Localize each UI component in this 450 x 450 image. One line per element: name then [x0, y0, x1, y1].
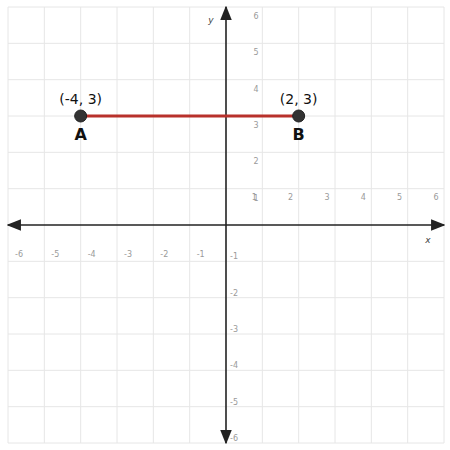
y-axis-label: y — [207, 15, 214, 25]
segment — [81, 115, 299, 118]
x-tick-label: -5 — [51, 250, 59, 259]
axes — [8, 7, 444, 443]
x-tick-label: -1 — [197, 250, 205, 259]
y-tick-label: 3 — [253, 121, 258, 130]
coordinate-label: (-4, 3) — [59, 91, 102, 107]
grid — [8, 7, 444, 443]
chart-container: -6-5-4-3-2-1123456-6-5-4-3-2-1123456xy(-… — [0, 0, 450, 450]
grid-line-y — [8, 116, 444, 117]
y-tick-label: 5 — [253, 48, 258, 57]
x-axis-label: x — [424, 235, 431, 245]
x-tick-label: -6 — [15, 250, 23, 259]
x-tick-label: 6 — [433, 193, 438, 202]
tick-labels: -6-5-4-3-2-1123456-6-5-4-3-2-1123456 — [15, 12, 439, 443]
y-tick-label: 4 — [253, 85, 258, 94]
y-tick-label: -2 — [230, 289, 238, 298]
x-tick-label: -3 — [124, 250, 132, 259]
chart-svg: -6-5-4-3-2-1123456-6-5-4-3-2-1123456xy(-… — [0, 0, 450, 450]
point — [293, 110, 305, 122]
x-tick-label: 4 — [361, 193, 366, 202]
y-tick-label: -6 — [230, 434, 238, 443]
y-tick-label: 2 — [253, 157, 258, 166]
y-tick-label: -5 — [230, 398, 238, 407]
point-labels: (-4, 3) A (2, 3) B — [59, 91, 317, 144]
point-name: A — [74, 125, 87, 144]
y-tick-label: -1 — [230, 252, 238, 261]
y-tick-label: 1 — [253, 194, 258, 203]
y-axis — [225, 7, 227, 443]
coordinate-label: (2, 3) — [280, 91, 318, 107]
x-tick-label: 3 — [324, 193, 329, 202]
y-tick-label: -4 — [230, 361, 238, 370]
plot-area — [75, 110, 305, 122]
x-tick-label: 5 — [397, 193, 402, 202]
x-tick-label: -4 — [88, 250, 96, 259]
point — [75, 110, 87, 122]
x-tick-label: -2 — [160, 250, 168, 259]
y-tick-label: 6 — [253, 12, 258, 21]
point-name: B — [293, 125, 305, 144]
x-tick-label: 2 — [288, 193, 293, 202]
y-tick-label: -3 — [230, 325, 238, 334]
